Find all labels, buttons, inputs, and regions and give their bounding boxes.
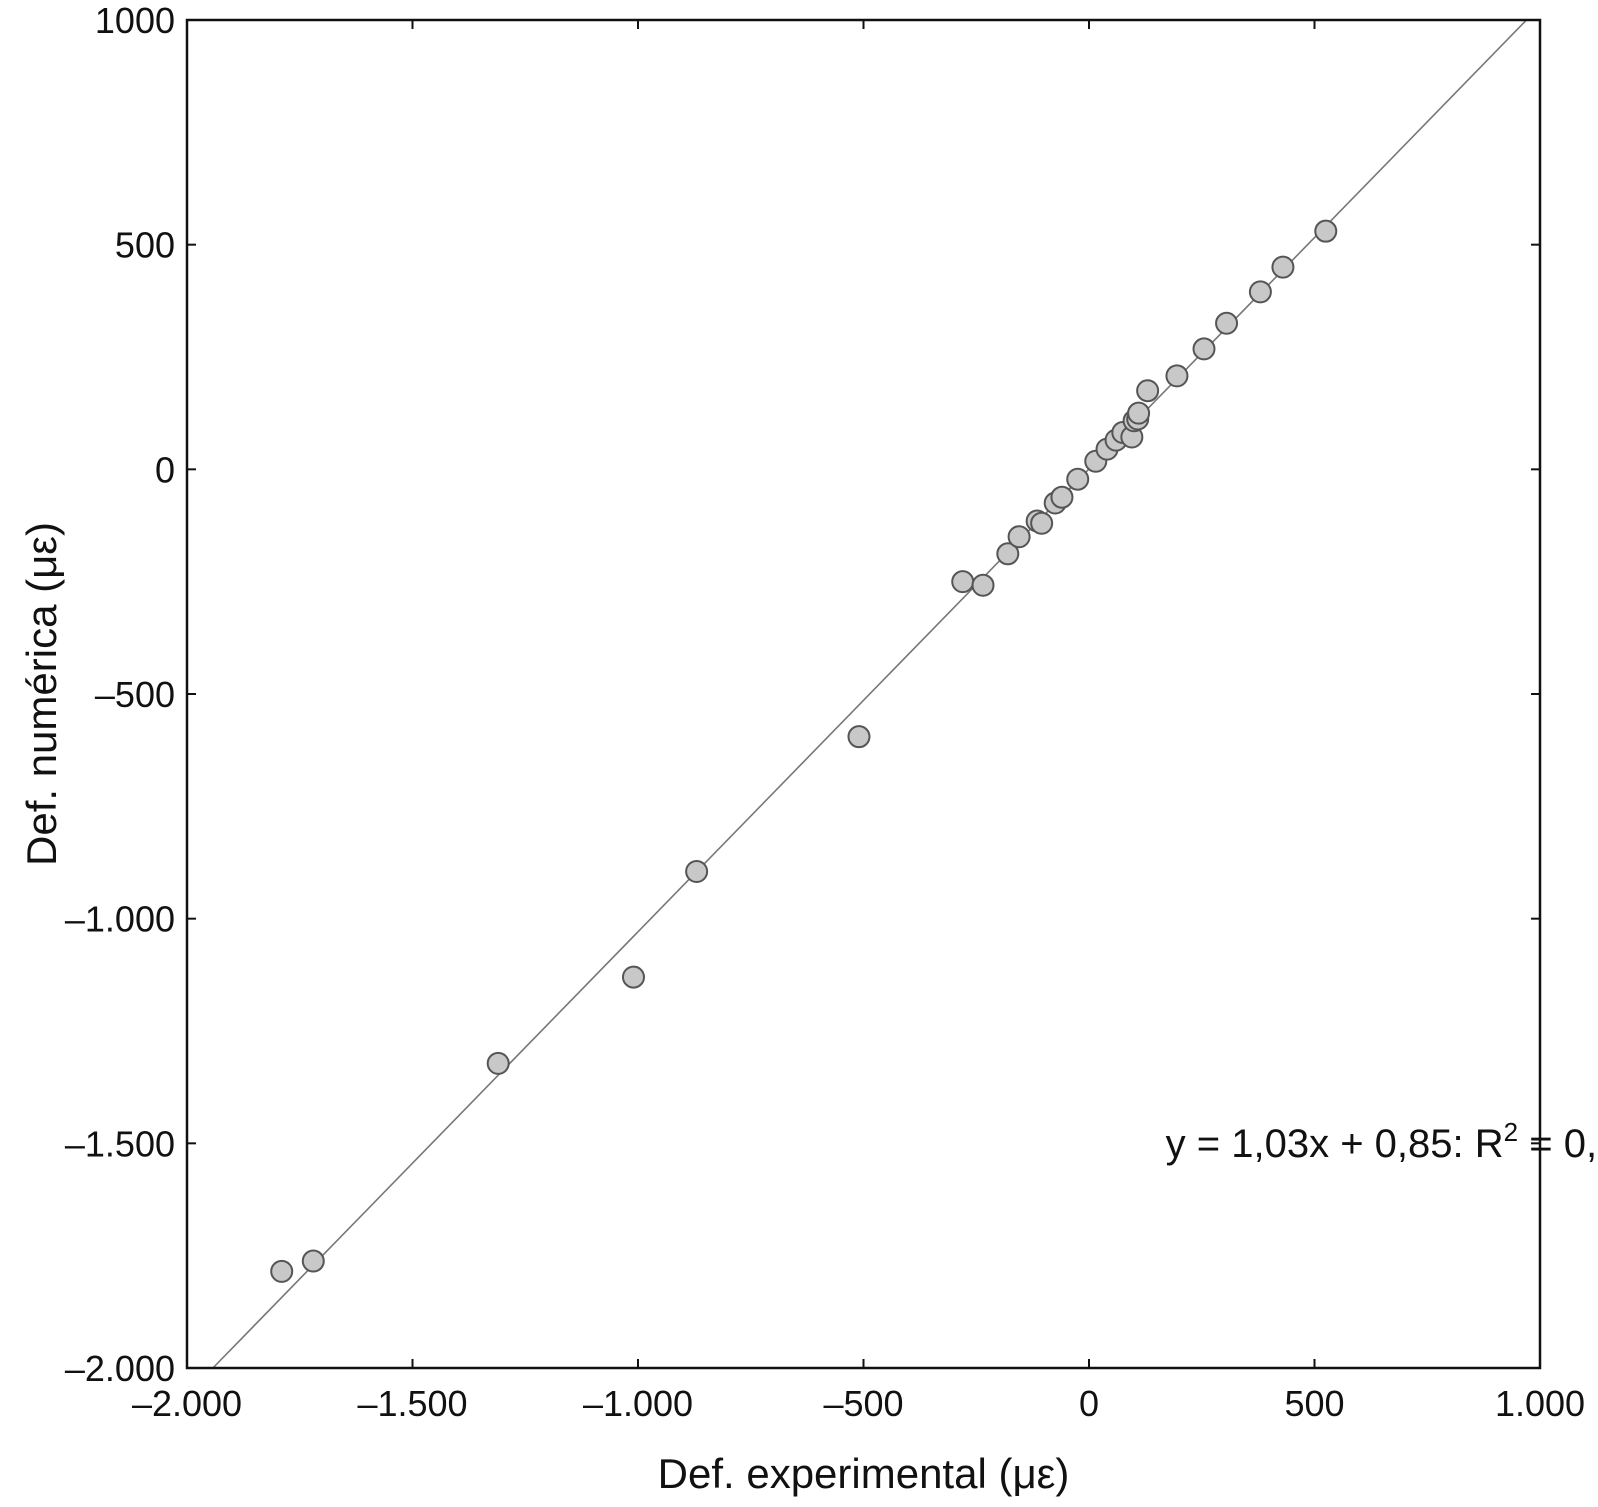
y-tick-labels: –2.000 –1.500 –1.000 –500 0 500 1000 xyxy=(65,0,175,1389)
data-point xyxy=(270,1259,294,1283)
x-tick-label: –2.000 xyxy=(132,1383,242,1424)
y-tick-label: –500 xyxy=(95,674,175,715)
y-axis-title: Def. numérica (με) xyxy=(18,522,65,866)
data-point xyxy=(1314,219,1338,243)
data-point xyxy=(1136,379,1160,403)
y-tick-label: 1000 xyxy=(95,0,175,41)
y-tick-label: 500 xyxy=(115,225,175,266)
y-tick-label: –2.000 xyxy=(65,1348,175,1389)
x-tick-label: 0 xyxy=(1079,1383,1099,1424)
data-point xyxy=(847,725,871,749)
data-point xyxy=(951,570,975,594)
x-tick-labels: –2.000 –1.500 –1.000 –500 0 500 1.000 xyxy=(132,1383,1585,1424)
y-tick-label: –1.500 xyxy=(65,1123,175,1164)
data-points xyxy=(270,219,1338,1283)
data-point xyxy=(1066,467,1090,491)
data-point xyxy=(996,542,1020,566)
data-point xyxy=(1165,364,1189,388)
data-point xyxy=(971,573,995,597)
data-point xyxy=(1030,511,1054,535)
regression-equation: y = 1,03x + 0,85: R2 = 0,99 xyxy=(1166,1117,1598,1166)
x-tick-label: 500 xyxy=(1284,1383,1344,1424)
equation-suffix: = 0,99 xyxy=(1518,1122,1598,1166)
equation-prefix: y = 1,03x + 0,85: R xyxy=(1166,1122,1504,1166)
data-point xyxy=(486,1051,510,1075)
plot-frame xyxy=(185,18,1542,1370)
data-point xyxy=(1050,485,1074,509)
x-tick-label: –1.000 xyxy=(583,1383,693,1424)
x-tick-label: 1.000 xyxy=(1495,1383,1585,1424)
x-tick-label: –500 xyxy=(823,1383,903,1424)
x-tick-label: –1.500 xyxy=(357,1383,467,1424)
data-point xyxy=(621,965,645,989)
y-tick-label: –1.000 xyxy=(65,899,175,940)
y-tick-label: 0 xyxy=(155,449,175,490)
data-point xyxy=(1248,280,1272,304)
data-point xyxy=(1192,337,1216,361)
data-point xyxy=(301,1249,325,1273)
data-point xyxy=(1127,401,1151,425)
r-squared-superscript: 2 xyxy=(1504,1117,1518,1147)
data-point xyxy=(1215,311,1239,335)
data-point xyxy=(1271,255,1295,279)
data-point xyxy=(1007,525,1031,549)
x-axis-title: Def. experimental (με) xyxy=(658,1450,1070,1497)
regression-line xyxy=(212,19,1528,1369)
data-point xyxy=(685,859,709,883)
